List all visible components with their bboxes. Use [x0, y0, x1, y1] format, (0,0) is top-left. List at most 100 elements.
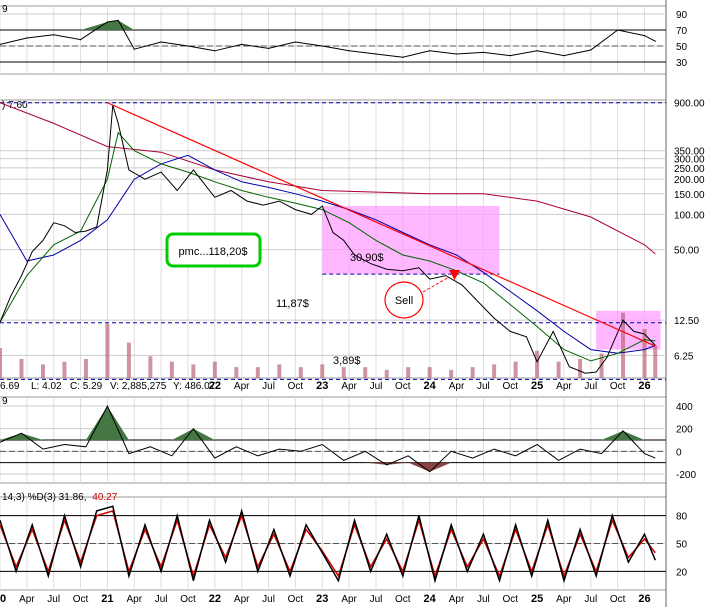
volume-bar — [642, 329, 647, 378]
rsi-point — [26, 37, 28, 39]
rsi-point — [482, 51, 484, 54]
upper-price-label: 30,90$ — [350, 252, 384, 264]
price-tick-label: 50.00 — [674, 246, 699, 257]
ma-short-line — [0, 131, 656, 362]
bottom-x-label: 26 — [638, 593, 650, 605]
rsi-tick-label: 70 — [676, 26, 688, 37]
rsi-point — [348, 50, 350, 52]
bottom-x-label: Jul — [155, 594, 168, 605]
stochastic-panel: 14,3) %D(3) 31.86, 40.27 80 50 20 20 Apr Jul O… — [0, 492, 688, 605]
rsi-tick-label: 30 — [676, 58, 688, 69]
bottom-x-label: 23 — [316, 593, 328, 605]
volume-bar — [653, 345, 658, 378]
volume-bar — [621, 312, 626, 378]
rsi-point — [429, 50, 431, 52]
rsi-point — [133, 48, 135, 50]
volume-bar — [62, 361, 67, 378]
bottom-x-label: Jul — [262, 594, 275, 605]
price-tick-label: 12.50 — [674, 316, 699, 327]
price-x-label: Oct — [610, 381, 626, 392]
price-x-label: Apr — [556, 381, 572, 392]
rsi-point — [53, 34, 55, 36]
volume-bar — [599, 353, 604, 378]
price-tick-label: 900.00 — [674, 99, 705, 110]
price-x-label: Jul — [584, 381, 597, 392]
stoch-header-text: 14,3) %D(3) 31.86, 40.27 — [2, 492, 118, 503]
cci-tick-label: 200 — [676, 425, 693, 436]
bottom-x-label: Oct — [395, 594, 411, 605]
bottom-x-label: Apr — [126, 594, 142, 605]
price-tick-label: 350.00 — [674, 147, 705, 158]
price-x-label: Jul — [370, 381, 383, 392]
rsi-point — [79, 39, 82, 41]
price-x-label: Oct — [395, 381, 411, 392]
volume-bar — [255, 367, 260, 378]
bottom-x-label: Oct — [73, 594, 89, 605]
rsi-tick-label: 50 — [676, 42, 688, 53]
price-x-label: 24 — [424, 380, 437, 392]
volume-bar — [148, 356, 153, 378]
price-shaded-zone — [322, 205, 500, 275]
cci-tick-label: 400 — [676, 402, 693, 413]
rsi-point — [0, 43, 1, 45]
sell-arrow-line — [422, 276, 450, 293]
bottom-x-label: Oct — [288, 594, 304, 605]
volume-bar — [556, 361, 561, 378]
price-x-label: 22 — [209, 380, 221, 392]
rsi-point — [590, 49, 592, 51]
price-tick-label: 6.25 — [674, 351, 694, 362]
ma-long-line — [0, 102, 656, 255]
mid-line-label: 11,87$ — [276, 298, 309, 310]
volume-bar — [0, 348, 2, 378]
price-x-label: Apr — [234, 381, 250, 392]
rsi-point — [267, 47, 270, 50]
volume-bar — [191, 364, 196, 378]
volume-bar — [449, 369, 454, 378]
volume-bar — [105, 323, 110, 378]
rsi-point — [117, 19, 119, 21]
price-tick-label: 200.00 — [674, 175, 705, 186]
ohlc-low: L: 4.02 — [31, 381, 62, 392]
rsi-point — [294, 41, 297, 43]
bottom-x-label: Oct — [180, 594, 196, 605]
volume-bar — [83, 358, 88, 378]
rsi-tick-label: 90 — [676, 10, 688, 21]
bottom-x-label: Apr — [19, 594, 35, 605]
cci-tick-label: -200 — [676, 470, 696, 481]
price-x-label: 26 — [638, 380, 650, 392]
ohlc-close: C: 5.29 — [70, 381, 103, 392]
stoch-k-line — [0, 505, 656, 584]
stoch-tick-label: 80 — [676, 512, 688, 523]
cci-header: 9 — [2, 396, 8, 407]
rsi-point — [241, 43, 243, 46]
volume-bar — [513, 361, 518, 378]
volume-bar — [492, 364, 497, 378]
rsi-point — [536, 50, 538, 52]
rsi-point — [617, 29, 619, 31]
pmc-box — [165, 232, 262, 268]
price-tick-label: 150.00 — [674, 190, 705, 201]
price-x-label: Apr — [449, 381, 465, 392]
volume-bar — [234, 367, 239, 378]
volume-bar — [427, 367, 432, 378]
price-x-label: 25 — [531, 380, 543, 392]
bottom-x-label: Jul — [370, 594, 383, 605]
rsi-point — [321, 45, 323, 47]
bottom-x-label: 24 — [424, 593, 437, 605]
rsi-point — [654, 40, 656, 42]
sell-circle — [384, 281, 424, 319]
volume-bar — [341, 367, 346, 378]
price-x-label: Jul — [262, 381, 275, 392]
stoch-tick-label: 20 — [676, 567, 688, 578]
pmc-label: pmc...118,20$ — [179, 246, 248, 258]
price-x-label: Oct — [502, 381, 518, 392]
volume-bar — [19, 358, 24, 378]
volume-bar — [535, 350, 540, 378]
volume-bar — [320, 364, 325, 378]
bottom-x-label: Jul — [47, 594, 60, 605]
price-x-label: Oct — [288, 381, 304, 392]
rsi-point — [455, 53, 458, 55]
volume-bar — [406, 367, 411, 378]
price-annotations: pmc...118,20$ 30,90$ Sell 11,87$ 3,89$ — [165, 232, 460, 367]
